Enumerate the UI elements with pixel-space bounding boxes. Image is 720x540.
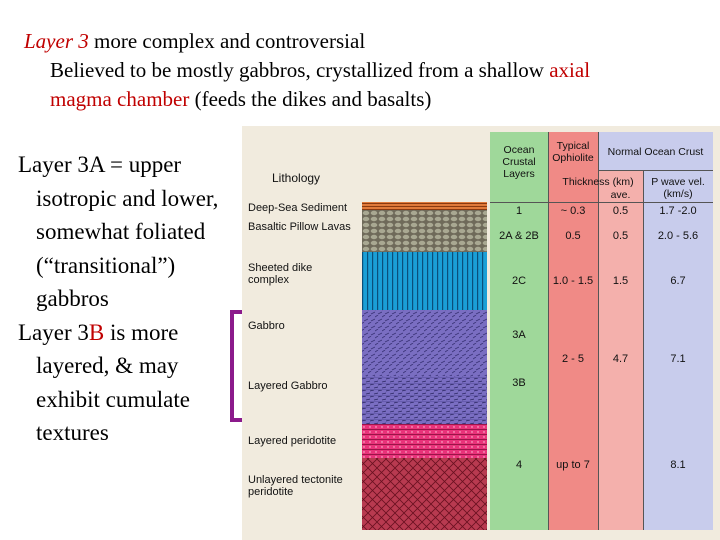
hdr-normal: Normal Ocean Crust bbox=[607, 146, 704, 158]
rock-label: Layered peridotite bbox=[248, 435, 337, 447]
col-ophiolite bbox=[548, 132, 598, 530]
col-ave bbox=[598, 170, 643, 530]
sediment-band bbox=[362, 202, 487, 210]
gabbro-band bbox=[362, 310, 487, 376]
hdr-ave: ave. bbox=[610, 189, 631, 201]
ophiolite-figure: Lithology Deep-Sea Sediment Basaltic Pil… bbox=[242, 126, 720, 540]
rock-label: Unlayered tectonite peridotite bbox=[248, 474, 343, 498]
header-line-3: magma chamber (feeds the dikes and basal… bbox=[50, 87, 432, 111]
col-divider bbox=[598, 132, 599, 530]
header-divider bbox=[598, 170, 713, 171]
layer-3b-text: Layer 3B is more layered, & may exhibit … bbox=[18, 319, 190, 446]
col-divider bbox=[643, 170, 644, 530]
cell-layer: 2A & 2B bbox=[499, 230, 539, 242]
col-normal-header bbox=[598, 132, 713, 170]
cell-vel: 8.1 bbox=[670, 459, 686, 471]
pillow-lava-band bbox=[362, 210, 487, 252]
cell-layer: 4 bbox=[515, 459, 523, 471]
col-layers bbox=[490, 132, 548, 530]
rock-label: Sheeted dike complex bbox=[248, 262, 313, 286]
layer-3a-text: Layer 3A = upper isotropic and lower, so… bbox=[18, 152, 219, 311]
tectonite-band bbox=[362, 458, 487, 530]
cell-layer: 3B bbox=[512, 377, 526, 389]
lithology-column-svg bbox=[362, 202, 487, 530]
rock-label: Basaltic Pillow Lavas bbox=[248, 221, 351, 233]
lithology-title: Lithology bbox=[272, 171, 321, 185]
cell-vel: 6.7 bbox=[670, 275, 686, 287]
hdr-pwave: P wave vel. (km/s) bbox=[651, 176, 705, 200]
cell-ave: 0.5 bbox=[612, 230, 629, 242]
cell-layer: 1 bbox=[515, 205, 523, 217]
col-vel bbox=[643, 170, 713, 530]
header-text: Layer 3 more complex and controversial B… bbox=[24, 27, 590, 114]
layer-3-bracket bbox=[230, 310, 242, 422]
layered-gabbro-band bbox=[362, 376, 487, 424]
col-divider bbox=[548, 132, 549, 530]
layer-description: Layer 3A = upper isotropic and lower, so… bbox=[18, 148, 240, 450]
cell-ophiolite: ~ 0.3 bbox=[560, 205, 586, 217]
cell-vel: 1.7 -2.0 bbox=[659, 205, 697, 217]
header-line-2: Believed to be mostly gabbros, crystalli… bbox=[50, 58, 591, 82]
cell-vel: 7.1 bbox=[670, 353, 686, 365]
cell-layer: 3A bbox=[512, 329, 526, 341]
cell-layer: 2C bbox=[511, 275, 527, 287]
cell-ophiolite: 1.0 - 1.5 bbox=[552, 275, 594, 287]
cell-vel: 2.0 - 5.6 bbox=[657, 230, 699, 242]
cell-ave: 4.7 bbox=[612, 353, 629, 365]
header-line-1: Layer 3 more complex and controversial bbox=[24, 29, 366, 53]
cell-ave: 0.5 bbox=[612, 205, 629, 217]
hdr-thickness: Thickness (km) bbox=[562, 176, 634, 188]
cell-ophiolite: up to 7 bbox=[556, 459, 590, 471]
cell-ave: 1.5 bbox=[612, 275, 629, 287]
layer3-title: Layer 3 bbox=[24, 29, 89, 53]
sheeted-dike-band bbox=[362, 252, 487, 310]
cell-ophiolite: 0.5 bbox=[565, 230, 581, 242]
row-divider bbox=[490, 202, 713, 203]
rock-label: Layered Gabbro bbox=[248, 380, 328, 392]
layered-peridotite-band bbox=[362, 424, 487, 458]
cell-ophiolite: 2 - 5 bbox=[561, 353, 584, 365]
rock-label: Deep-Sea Sediment bbox=[248, 202, 348, 214]
hdr-ophiolite: Typical Ophiolite bbox=[552, 140, 594, 164]
hdr-ocean-layers: Ocean Crustal Layers bbox=[502, 144, 536, 180]
rock-label: Gabbro bbox=[248, 320, 285, 332]
